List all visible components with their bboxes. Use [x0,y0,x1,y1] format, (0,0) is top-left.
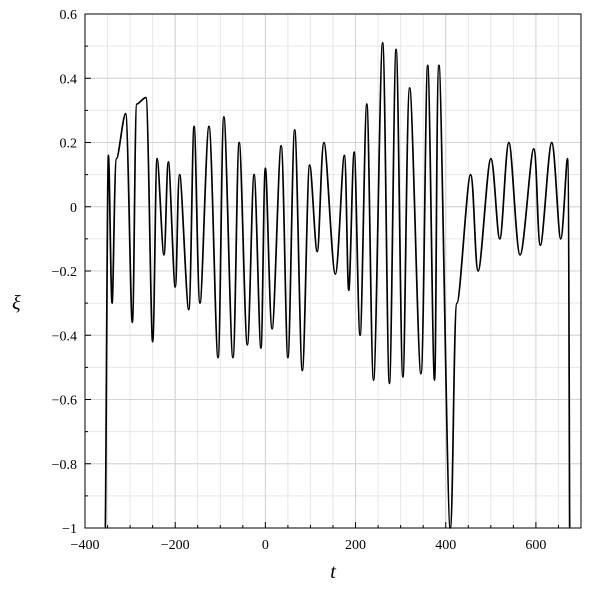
y-tick-label: −0.6 [52,394,77,409]
y-tick-label: 0 [70,201,77,216]
x-tick-label: 0 [262,538,269,553]
y-tick-label: −0.2 [52,265,77,280]
y-tick-label: 0.4 [60,72,78,87]
grid-lines [84,13,582,529]
y-axis-ticks: −1 −0.8 −0.6 −0.4 −0.2 0 0.2 0.4 0.6 [52,8,91,537]
y-axis-label: ξ [12,292,21,314]
x-axis-ticks: −400 −200 0 200 400 600 [71,522,582,553]
x-tick-label: 600 [525,538,546,553]
x-axis-label: t [330,561,336,583]
x-tick-label: −400 [71,538,100,553]
x-tick-label: −200 [161,538,190,553]
y-tick-label: −1 [62,522,77,537]
series-layer [104,42,571,529]
y-tick-label: 0.2 [60,137,78,152]
y-tick-label: −0.4 [52,329,77,344]
y-tick-label: −0.8 [52,458,77,473]
series-line [104,42,571,529]
y-tick-label: 0.6 [60,8,78,23]
x-tick-label: 400 [435,538,456,553]
x-tick-label: 200 [345,538,366,553]
